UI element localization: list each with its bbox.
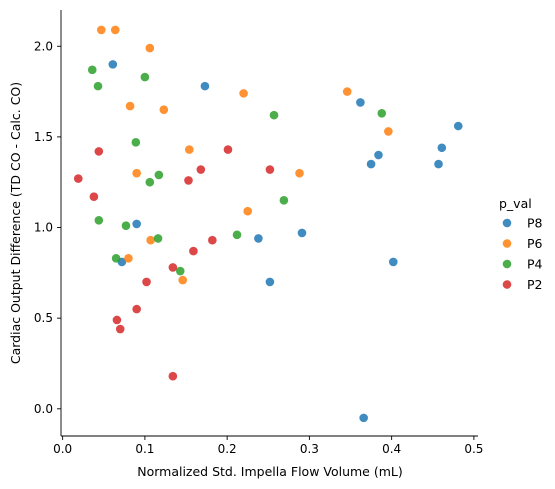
data-point bbox=[356, 98, 365, 107]
legend: p_val P8 P6 P4 P2 bbox=[499, 196, 543, 292]
data-point bbox=[223, 145, 233, 154]
x-ticks: 0.0 0.1 0.2 0.3 0.4 0.5 bbox=[53, 436, 483, 456]
legend-marker bbox=[502, 218, 512, 228]
data-point bbox=[434, 159, 443, 169]
x-tick-label: 0.5 bbox=[464, 442, 483, 456]
legend-label: P6 bbox=[527, 236, 543, 251]
legend-marker bbox=[502, 280, 512, 289]
y-tick-label: 0.0 bbox=[34, 402, 53, 416]
y-tick-label: 1.0 bbox=[34, 221, 53, 235]
y-ticks: 0.0 0.5 1.0 1.5 2.0 bbox=[34, 39, 61, 416]
data-point bbox=[232, 230, 242, 240]
data-point bbox=[132, 168, 141, 178]
data-point bbox=[384, 127, 393, 136]
data-point bbox=[94, 147, 104, 156]
data-point bbox=[175, 266, 185, 276]
data-point bbox=[94, 215, 104, 225]
data-point bbox=[374, 150, 383, 160]
data-point bbox=[132, 304, 141, 314]
data-point bbox=[168, 263, 178, 272]
series-p2 bbox=[73, 145, 275, 381]
data-point bbox=[131, 138, 141, 147]
legend-label: P4 bbox=[527, 257, 543, 272]
data-point bbox=[145, 177, 155, 187]
data-point bbox=[146, 235, 155, 245]
legend-marker bbox=[502, 239, 512, 248]
data-point bbox=[178, 275, 188, 285]
data-point bbox=[239, 89, 248, 98]
series-p6 bbox=[97, 25, 393, 285]
data-point bbox=[145, 43, 155, 53]
y-tick-label: 2.0 bbox=[34, 39, 53, 53]
data-points bbox=[73, 25, 463, 423]
data-point bbox=[295, 168, 304, 178]
data-point bbox=[142, 277, 151, 287]
x-axis-label: Normalized Std. Impella Flow Volume (mL) bbox=[137, 464, 403, 479]
data-point bbox=[265, 165, 275, 174]
data-point bbox=[125, 101, 135, 111]
data-point bbox=[437, 143, 447, 153]
data-point bbox=[93, 81, 103, 91]
data-point bbox=[110, 25, 120, 35]
data-point bbox=[108, 60, 118, 69]
data-point bbox=[153, 234, 163, 243]
data-point bbox=[159, 105, 169, 115]
y-axis-label: Cardiac Output Difference (TD CO - Calc.… bbox=[8, 82, 23, 364]
series-p4 bbox=[87, 65, 387, 276]
y-tick-label: 0.5 bbox=[34, 311, 53, 325]
data-point bbox=[279, 196, 289, 205]
data-point bbox=[453, 121, 463, 131]
legend-label: P8 bbox=[527, 216, 543, 231]
x-tick-label: 0.0 bbox=[53, 442, 72, 456]
data-point bbox=[297, 228, 307, 238]
data-point bbox=[124, 254, 133, 263]
y-tick-label: 1.5 bbox=[34, 130, 53, 144]
data-point bbox=[254, 234, 263, 243]
data-point bbox=[168, 371, 178, 381]
data-point bbox=[388, 257, 398, 267]
x-tick-label: 0.2 bbox=[218, 442, 237, 456]
data-point bbox=[154, 170, 164, 180]
series-p8 bbox=[108, 60, 463, 423]
data-point bbox=[269, 110, 279, 120]
legend-title: p_val bbox=[499, 196, 532, 211]
data-point bbox=[196, 165, 206, 174]
data-point bbox=[87, 65, 97, 75]
x-tick-label: 0.1 bbox=[135, 442, 154, 456]
x-tick-label: 0.4 bbox=[382, 442, 401, 456]
data-point bbox=[377, 109, 387, 118]
data-point bbox=[342, 87, 352, 96]
x-tick-label: 0.3 bbox=[300, 442, 319, 456]
data-point bbox=[366, 159, 376, 169]
data-point bbox=[208, 235, 217, 245]
data-point bbox=[184, 176, 193, 185]
data-point bbox=[140, 72, 150, 82]
data-point bbox=[97, 25, 106, 35]
legend-marker bbox=[502, 259, 512, 269]
axes-frame bbox=[60, 10, 478, 437]
data-point bbox=[89, 192, 99, 202]
data-point bbox=[111, 254, 121, 263]
data-point bbox=[121, 221, 131, 231]
data-point bbox=[265, 277, 275, 287]
data-point bbox=[243, 206, 253, 216]
data-point bbox=[115, 324, 125, 334]
legend-label: P2 bbox=[527, 277, 543, 292]
data-point bbox=[112, 315, 122, 325]
data-point bbox=[73, 174, 83, 183]
data-point bbox=[200, 81, 210, 91]
data-point bbox=[359, 413, 368, 423]
data-point bbox=[185, 145, 194, 154]
data-point bbox=[189, 246, 198, 256]
data-point bbox=[132, 219, 141, 229]
